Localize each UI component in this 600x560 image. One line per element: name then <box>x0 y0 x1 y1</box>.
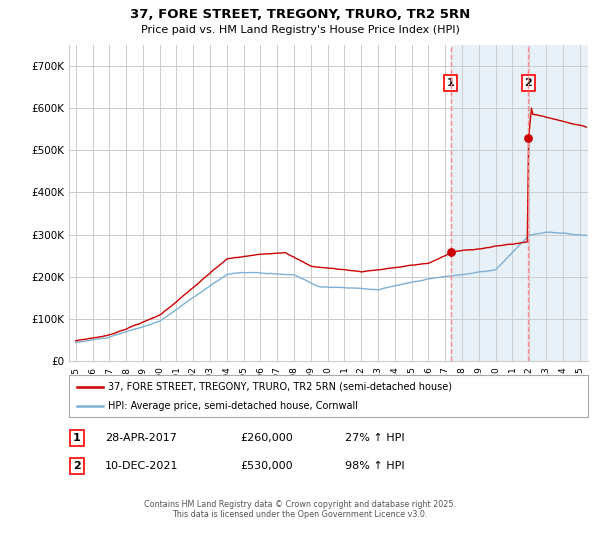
Text: 37, FORE STREET, TREGONY, TRURO, TR2 5RN (semi-detached house): 37, FORE STREET, TREGONY, TRURO, TR2 5RN… <box>108 381 452 391</box>
Text: Contains HM Land Registry data © Crown copyright and database right 2025.: Contains HM Land Registry data © Crown c… <box>144 500 456 508</box>
Bar <box>451 45 600 361</box>
Text: £260,000: £260,000 <box>240 433 293 443</box>
Point <box>523 133 533 142</box>
Text: 27% ↑ HPI: 27% ↑ HPI <box>345 433 404 443</box>
Text: This data is licensed under the Open Government Licence v3.0.: This data is licensed under the Open Gov… <box>172 510 428 519</box>
Text: 1: 1 <box>73 433 80 443</box>
Text: 28-APR-2017: 28-APR-2017 <box>105 433 177 443</box>
Text: Price paid vs. HM Land Registry's House Price Index (HPI): Price paid vs. HM Land Registry's House … <box>140 25 460 35</box>
Text: £530,000: £530,000 <box>240 461 293 471</box>
Text: 2: 2 <box>524 78 532 88</box>
Text: 37, FORE STREET, TREGONY, TRURO, TR2 5RN: 37, FORE STREET, TREGONY, TRURO, TR2 5RN <box>130 8 470 21</box>
Text: HPI: Average price, semi-detached house, Cornwall: HPI: Average price, semi-detached house,… <box>108 401 358 411</box>
Text: 98% ↑ HPI: 98% ↑ HPI <box>345 461 404 471</box>
Point <box>446 247 455 256</box>
Text: 2: 2 <box>73 461 80 471</box>
Text: 1: 1 <box>447 78 454 88</box>
Text: 10-DEC-2021: 10-DEC-2021 <box>105 461 179 471</box>
